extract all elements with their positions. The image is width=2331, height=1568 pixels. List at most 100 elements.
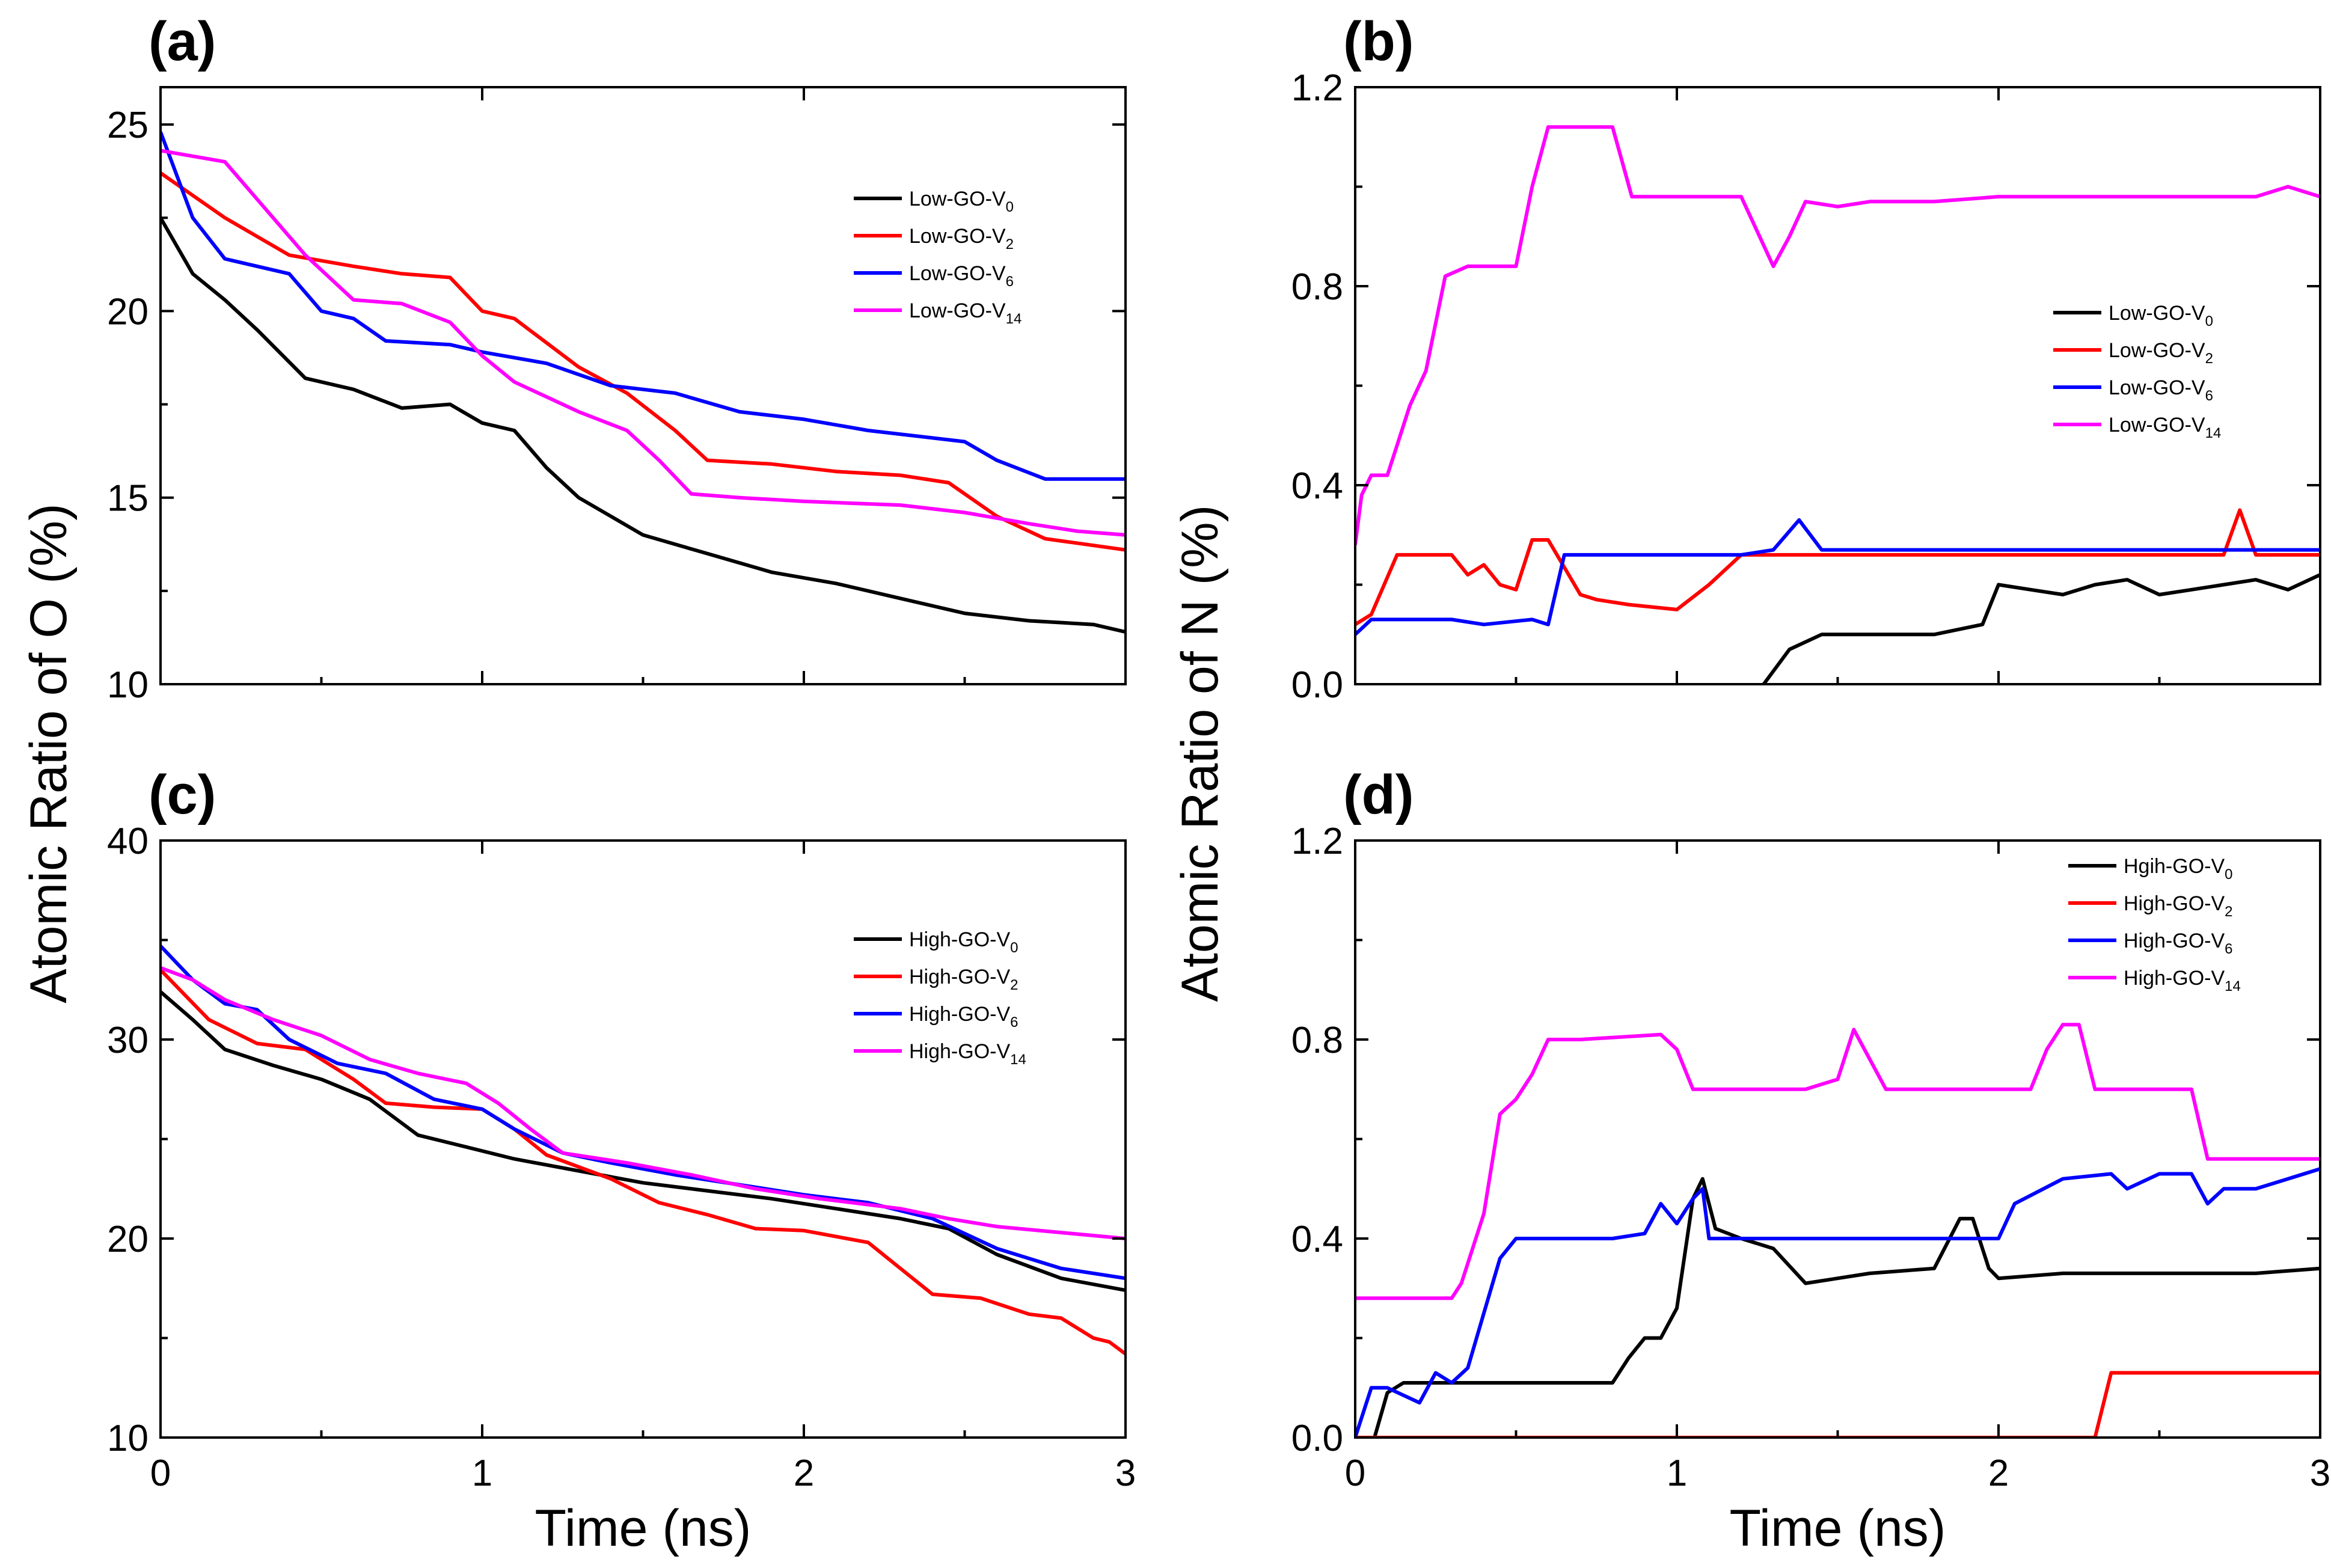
legend-label-d-0: Hgih-GO-V0 [2124, 855, 2233, 883]
legend-label-subscript: 0 [1006, 199, 1014, 215]
x-tick-label-d-0: 0 [1345, 1453, 1365, 1494]
x-axis-title-d: Time (ns) [1730, 1499, 1946, 1557]
chart-panel-a: 10152025(a)Low-GO-V0Low-GO-V2Low-GO-V6Lo… [107, 11, 1127, 706]
legend-label-c-14: High-GO-V14 [909, 1040, 1026, 1068]
legend-label-c-6: High-GO-V6 [909, 1003, 1018, 1031]
legend-label-subscript: 0 [2225, 866, 2232, 883]
y-tick-label-b-3: 1.2 [1291, 67, 1343, 109]
y-tick-label-b-1: 0.4 [1291, 465, 1343, 507]
series-line-c-2 [161, 969, 1126, 1356]
legend-label-a-2: Low-GO-V2 [909, 225, 1014, 253]
y-tick-label-c-3: 40 [107, 821, 149, 862]
legend-label-a-14: Low-GO-V14 [909, 299, 1022, 327]
legend-label-base: High-GO-V [909, 928, 1010, 951]
legend-label-subscript: 14 [2205, 425, 2222, 441]
y-tick-label-d-2: 0.8 [1291, 1020, 1343, 1061]
legend-label-base: Low-GO-V [909, 299, 1006, 322]
x-tick-label-c-0: 0 [150, 1453, 171, 1494]
legend-label-a-0: Low-GO-V0 [909, 188, 1014, 215]
legend-label-subscript: 6 [2205, 388, 2213, 404]
panel-label-c: (c) [149, 764, 216, 825]
series-line-d-2 [1355, 1371, 2320, 1438]
series-line-b-2 [1355, 508, 2320, 626]
y-tick-label-a-0: 10 [107, 664, 149, 706]
legend-label-base: Low-GO-V [2109, 302, 2205, 325]
legend-label-base: Low-GO-V [2109, 339, 2205, 362]
legend-label-c-0: High-GO-V0 [909, 928, 1018, 956]
legend-label-base: Low-GO-V [909, 262, 1006, 285]
legend-label-subscript: 2 [1006, 236, 1014, 253]
y-axis-title-nitrogen: Atomic Ratio of N (%) [1171, 505, 1229, 1002]
series-line-a-2 [161, 171, 1126, 552]
legend-label-d-6: High-GO-V6 [2124, 929, 2233, 957]
x-tick-label-c-2: 2 [794, 1453, 814, 1494]
legend-label-subscript: 14 [2225, 978, 2241, 994]
series-line-a-14 [161, 149, 1126, 537]
legend-label-base: High-GO-V [2124, 929, 2225, 952]
legend-label-subscript: 6 [2225, 941, 2232, 957]
legend-label-base: Low-GO-V [2109, 376, 2205, 399]
x-tick-label-c-1: 1 [472, 1453, 492, 1494]
legend-label-subscript: 2 [2205, 351, 2213, 367]
chart-panel-d: 0 1 2 30.00.40.81.2(d)Time (ns)Hgih-GO-V0Hi… [1291, 764, 2330, 1557]
plot-frame-a [159, 86, 1127, 685]
y-tick-label-d-1: 0.4 [1291, 1219, 1343, 1260]
y-tick-label-d-3: 1.2 [1291, 821, 1343, 862]
series-line-d-14 [1355, 1023, 2320, 1300]
series-line-c-14 [161, 966, 1126, 1240]
legend-label-base: Low-GO-V [2109, 414, 2205, 436]
series-line-b-0 [1762, 573, 2320, 684]
y-tick-label-c-2: 30 [107, 1020, 149, 1061]
legend-label-base: High-GO-V [2124, 967, 2225, 990]
legend-label-d-14: High-GO-V14 [2124, 967, 2241, 994]
legend-label-b-0: Low-GO-V0 [2109, 302, 2213, 329]
panel-label-b: (b) [1343, 11, 1414, 72]
y-tick-label-c-0: 10 [107, 1418, 149, 1459]
y-tick-label-a-1: 15 [107, 478, 149, 519]
legend-label-subscript: 14 [1006, 311, 1022, 327]
y-tick-label-b-0: 0.0 [1291, 664, 1343, 706]
legend-label-base: Low-GO-V [909, 188, 1006, 210]
legend-label-b-6: Low-GO-V6 [2109, 376, 2213, 404]
legend-label-d-2: High-GO-V2 [2124, 892, 2233, 920]
panel-label-d: (d) [1343, 764, 1414, 825]
legend-label-c-2: High-GO-V2 [909, 966, 1018, 993]
legend-label-b-14: Low-GO-V14 [2109, 414, 2221, 441]
y-tick-label-a-2: 20 [107, 291, 149, 332]
legend-label-subscript: 2 [2225, 904, 2232, 920]
legend-label-subscript: 6 [1006, 274, 1014, 290]
y-tick-label-c-1: 20 [107, 1219, 149, 1260]
series-line-c-0 [161, 990, 1126, 1293]
y-tick-label-d-0: 0.0 [1291, 1418, 1343, 1459]
x-tick-label-d-1: 1 [1667, 1453, 1687, 1494]
legend-label-subscript: 0 [2205, 313, 2213, 329]
legend-label-base: Low-GO-V [909, 225, 1006, 248]
legend-label-base: High-GO-V [909, 966, 1010, 988]
y-tick-label-a-3: 25 [107, 105, 149, 146]
series-line-a-6 [161, 131, 1126, 481]
series-line-a-0 [161, 216, 1126, 634]
chart-panel-b: 0.00.40.81.2(b)Low-GO-V0Low-GO-V2Low-GO-… [1291, 11, 2321, 706]
panel-label-a: (a) [149, 11, 216, 72]
legend-label-base: High-GO-V [2124, 892, 2225, 915]
y-axis-title-oxygen: Atomic Ratio of O (%) [20, 503, 78, 1003]
series-line-d-0 [1373, 1177, 2320, 1438]
legend-label-subscript: 2 [1010, 977, 1018, 993]
series-line-b-6 [1355, 518, 2320, 636]
y-tick-label-b-2: 0.8 [1291, 266, 1343, 308]
legend-label-subscript: 6 [1010, 1014, 1018, 1031]
legend-label-b-2: Low-GO-V2 [2109, 339, 2213, 367]
x-tick-label-d-3: 3 [2310, 1453, 2330, 1494]
legend-label-base: Hgih-GO-V [2124, 855, 2225, 878]
legend-label-base: High-GO-V [909, 1040, 1010, 1063]
series-line-b-14 [1355, 125, 2320, 545]
legend-label-subscript: 0 [1010, 940, 1018, 956]
legend-label-subscript: 14 [1010, 1052, 1026, 1068]
x-tick-label-c-3: 3 [1115, 1453, 1136, 1494]
series-line-c-6 [161, 945, 1126, 1281]
x-tick-label-d-2: 2 [1988, 1453, 2009, 1494]
series-line-d-6 [1355, 1167, 2320, 1438]
legend-label-base: High-GO-V [909, 1003, 1010, 1026]
